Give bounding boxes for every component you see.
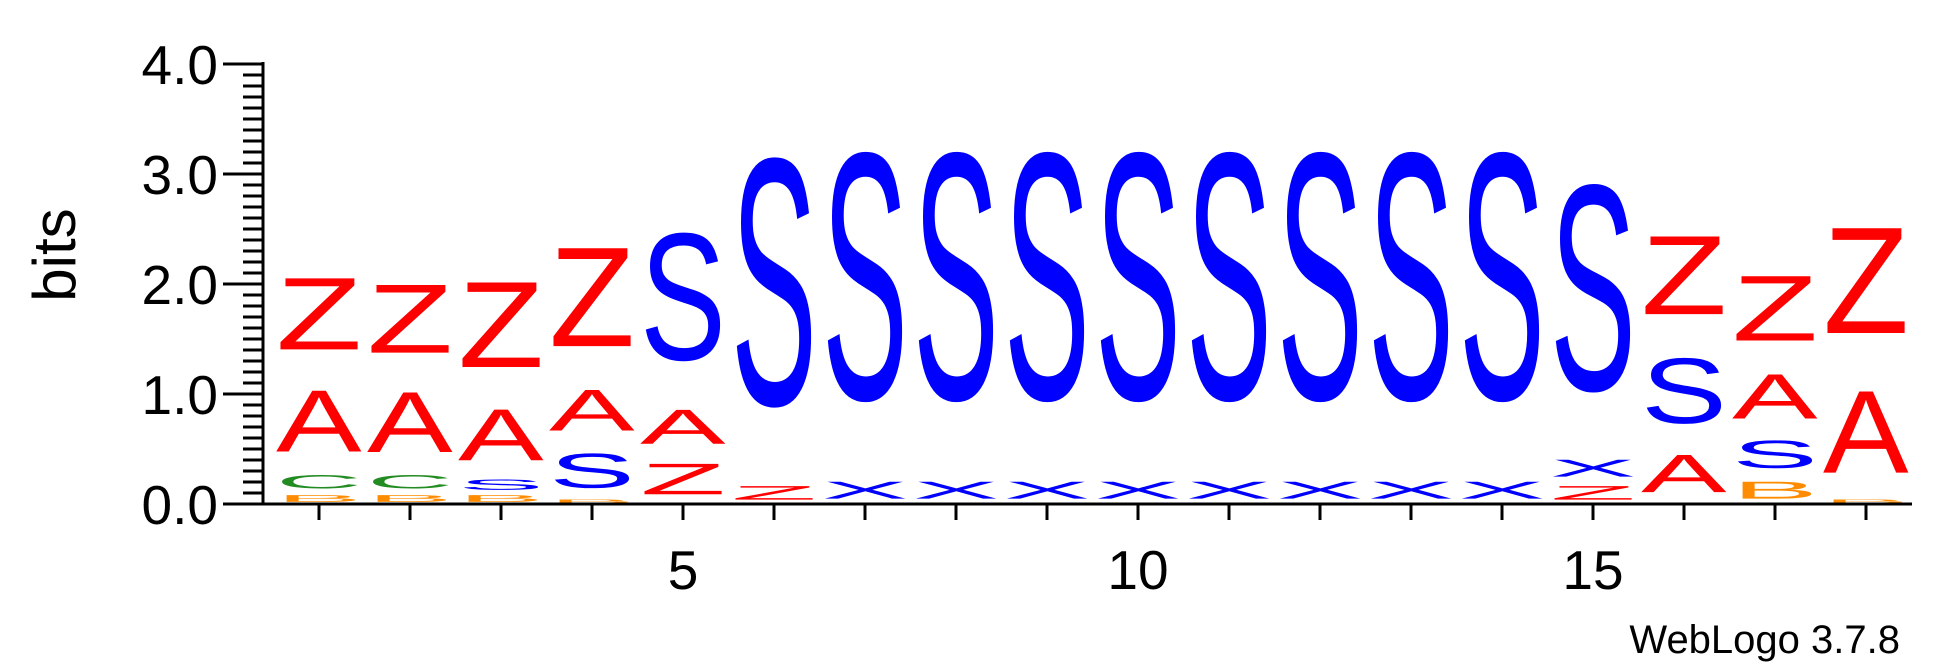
glyph-s-pos-15: S (1550, 124, 1636, 453)
glyph-b-pos-18: B (1823, 499, 1909, 504)
glyph-z-pos-4: Z (549, 218, 635, 377)
glyph-z-pos-1: Z (276, 257, 362, 372)
glyph-s-pos-13: S (1368, 80, 1454, 475)
axes: 0.0 1.0 2.0 3.0 4.0 5 10 15 (142, 34, 1912, 601)
glyph-a-pos-5: A (640, 399, 726, 454)
glyph-s-pos-12: S (1277, 80, 1363, 475)
glyph-s-pos-8: S (913, 80, 999, 475)
glyph-a-pos-3: A (458, 394, 544, 476)
glyph-x-pos-11: X (1186, 476, 1272, 504)
glyph-z-pos-3: Z (458, 255, 544, 393)
y-tick-label: 2.0 (142, 254, 218, 316)
y-tick-label: 4.0 (142, 34, 218, 96)
glyph-x-pos-9: X (1004, 476, 1090, 504)
glyph-b-pos-17: B (1732, 476, 1818, 504)
y-tick-label: 3.0 (142, 144, 218, 206)
x-tick-label: 5 (668, 539, 699, 601)
x-tick-label: 10 (1107, 539, 1168, 601)
glyph-a-pos-17: A (1732, 361, 1818, 432)
glyph-s-pos-3: S (458, 477, 544, 493)
glyph-x-pos-14: X (1459, 476, 1545, 504)
glyph-x-pos-13: X (1368, 476, 1454, 504)
glyph-b-pos-4: B (549, 499, 635, 504)
glyph-s-pos-17: S (1732, 433, 1818, 477)
glyph-s-pos-14: S (1459, 80, 1545, 475)
glyph-s-pos-16: S (1641, 338, 1727, 442)
glyph-x-pos-15: X (1550, 454, 1636, 482)
glyph-s-pos-10: S (1095, 80, 1181, 475)
glyph-s-pos-5: S (640, 196, 726, 399)
glyph-b-pos-1: B (276, 493, 362, 504)
glyph-x-pos-10: X (1095, 476, 1181, 504)
glyph-z-pos-18: Z (1823, 196, 1909, 366)
weblogo-credit: WebLogo 3.7.8 (1629, 618, 1900, 662)
glyph-z-pos-5: Z (640, 455, 726, 504)
glyph-s-pos-4: S (549, 443, 635, 498)
glyph-a-pos-18: A (1823, 366, 1909, 498)
glyph-c-pos-2: C (367, 471, 453, 493)
y-tick-label: 0.0 (142, 474, 218, 536)
glyph-a-pos-2: A (367, 375, 453, 471)
glyph-b-pos-2: B (367, 493, 453, 504)
glyph-x-pos-12: X (1277, 476, 1363, 504)
glyph-z-pos-6: Z (731, 482, 817, 504)
x-tick-label: 15 (1562, 539, 1623, 601)
glyph-x-pos-8: X (913, 476, 999, 504)
glyph-layer: BCAZBCAZBSAZBSAZZASZSXSXSXSXSXSXSXSXSZXS… (276, 80, 1909, 504)
glyph-s-pos-9: S (1004, 80, 1090, 475)
glyph-s-pos-6: S (731, 85, 817, 480)
glyph-a-pos-16: A (1641, 443, 1727, 503)
glyph-a-pos-1: A (276, 372, 362, 471)
glyph-x-pos-7: X (822, 476, 908, 504)
glyph-s-pos-7: S (822, 80, 908, 475)
glyph-c-pos-1: C (276, 471, 362, 493)
glyph-b-pos-3: B (458, 493, 544, 504)
glyph-z-pos-2: Z (367, 264, 453, 374)
glyph-z-pos-15: Z (1550, 482, 1636, 504)
y-tick-label: 1.0 (142, 364, 218, 426)
glyph-a-pos-4: A (549, 378, 635, 443)
glyph-z-pos-16: Z (1641, 212, 1727, 339)
glyph-s-pos-11: S (1186, 80, 1272, 475)
glyph-z-pos-17: Z (1732, 257, 1818, 361)
y-axis-title: bits (21, 208, 88, 301)
